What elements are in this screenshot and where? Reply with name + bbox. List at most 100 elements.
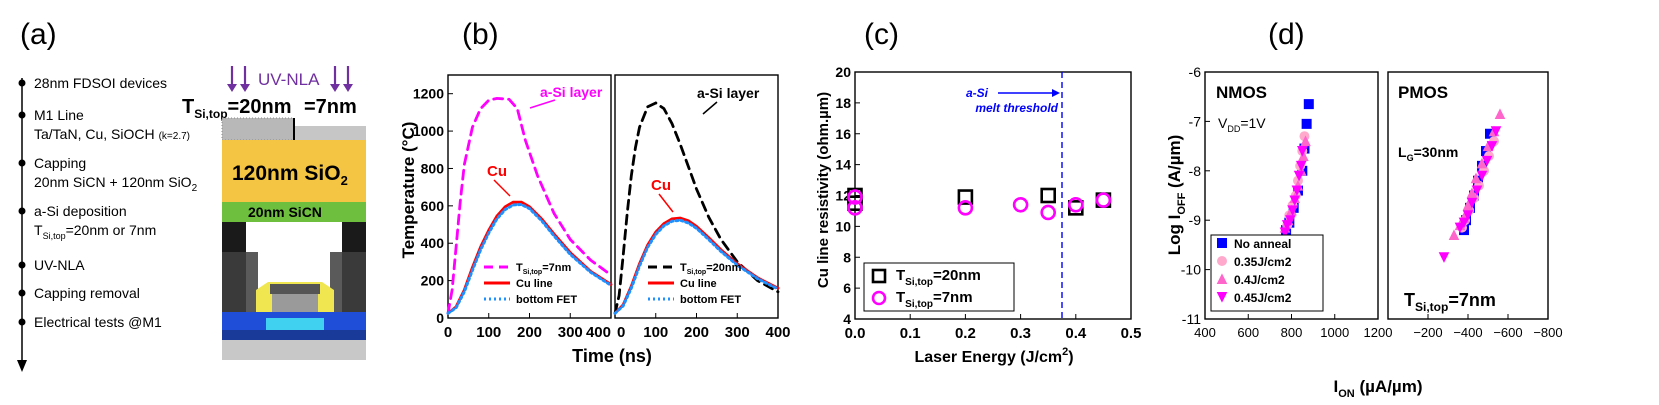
oxide-label: 120nm SiO2 bbox=[232, 162, 348, 188]
threshold-label: a-Si bbox=[966, 86, 989, 100]
annotation-asi-layer: a-Si layer bbox=[540, 84, 603, 100]
y-tick-label: 6 bbox=[843, 280, 851, 296]
device-stack: UV-NLA TSi,top=20nm =7nm 120nm SiO2 20nm… bbox=[182, 66, 366, 360]
y-tick-label: -9 bbox=[1189, 212, 1202, 228]
panel-a-letter: (a) bbox=[20, 18, 57, 51]
series-line bbox=[613, 101, 780, 315]
panel-d-pmos-plot: −200 −400 −600 −800 PMOS LG=30nm TSi,top=7nm bbox=[1387, 71, 1563, 340]
x-tick-label: 400 bbox=[586, 324, 611, 341]
sicn-label: 20nm SiCN bbox=[248, 204, 322, 220]
panel-c-xlabel: Laser Energy (J/cm2) bbox=[914, 346, 1073, 366]
panel-c-letter: (c) bbox=[864, 18, 899, 51]
legend-label: Cu line bbox=[516, 278, 553, 290]
annotation-cu: Cu bbox=[487, 163, 507, 180]
legend-label: TSi,top=20nm bbox=[896, 267, 981, 288]
process-step-dot bbox=[18, 207, 26, 215]
data-point bbox=[1291, 185, 1303, 197]
panel-d-letter: (d) bbox=[1268, 18, 1305, 51]
x-tick-label: 100 bbox=[643, 324, 668, 341]
panel-c-ylabel: Cu line resistivity (ohm.µm) bbox=[815, 92, 832, 288]
x-tick-label: −800 bbox=[1533, 325, 1562, 340]
data-point bbox=[1040, 204, 1056, 221]
x-tick-label: 0.2 bbox=[955, 325, 976, 342]
series-line bbox=[446, 96, 613, 315]
annotation-arrow bbox=[529, 99, 556, 109]
x-tick-label: 0 bbox=[617, 324, 625, 341]
data-point bbox=[1471, 185, 1483, 197]
legend-marker bbox=[1217, 238, 1227, 248]
process-flow: 28nm FDSOI devices M1 Line Ta/TaN, Cu, SiO… bbox=[17, 75, 198, 372]
x-tick-label: 600 bbox=[1237, 325, 1259, 340]
y-tick-label: -11 bbox=[1182, 311, 1201, 327]
y-tick-label: 4 bbox=[843, 311, 851, 327]
x-tick-label: −200 bbox=[1413, 325, 1442, 340]
data-point bbox=[1462, 199, 1474, 211]
panel-b-right-plot: 0 100 200 300 400 a-Si layer Cu TSi,top=20nm Cu … bbox=[613, 74, 791, 341]
legend-marker bbox=[871, 290, 887, 306]
process-step-title: Capping bbox=[34, 155, 86, 171]
panel-d-ylabel: Log IOFF (A/µm) bbox=[1165, 135, 1188, 256]
y-tick-label: 200 bbox=[421, 273, 445, 289]
x-tick-label: 1200 bbox=[1364, 325, 1393, 340]
data-point bbox=[1293, 170, 1305, 182]
data-point bbox=[1494, 108, 1506, 119]
x-tick-label: 1000 bbox=[1320, 325, 1349, 340]
legend-label: TSi,top=7nm bbox=[516, 262, 571, 276]
y-tick-label: 18 bbox=[835, 95, 851, 111]
legend-label: TSi,top=7nm bbox=[896, 289, 973, 310]
x-tick-label: 100 bbox=[476, 324, 501, 341]
y-tick-label: 0 bbox=[436, 310, 444, 326]
data-point bbox=[1298, 150, 1309, 161]
annotation-arrow bbox=[658, 193, 674, 213]
process-step-detail: TSi,top=20nm or 7nm bbox=[34, 222, 156, 241]
x-tick-label: 0 bbox=[444, 324, 452, 341]
process-step-dot bbox=[18, 159, 26, 167]
y-tick-label: 1000 bbox=[413, 123, 444, 139]
panel-b-ylabel: Temperature (°C) bbox=[399, 122, 418, 259]
y-tick-label: 10 bbox=[835, 218, 851, 234]
legend-marker bbox=[871, 268, 887, 284]
data-point bbox=[1448, 229, 1460, 241]
data-point bbox=[847, 200, 863, 216]
process-step-dot bbox=[18, 79, 26, 87]
y-tick-label: -10 bbox=[1181, 262, 1201, 278]
legend-label: No anneal bbox=[1234, 237, 1291, 251]
process-step-title: Capping removal bbox=[34, 285, 140, 301]
data-point bbox=[847, 195, 863, 212]
process-step-detail: 20nm SiCN + 120nm SiO2 bbox=[34, 174, 198, 194]
data-point bbox=[1476, 170, 1488, 182]
x-tick-label: −400 bbox=[1453, 325, 1482, 340]
x-tick-label: 200 bbox=[517, 324, 542, 341]
x-tick-label: 300 bbox=[558, 324, 583, 341]
lg-label: LG=30nm bbox=[1398, 144, 1458, 163]
x-tick-label: 0.4 bbox=[1065, 325, 1087, 342]
data-point bbox=[1454, 222, 1466, 234]
sicn-layer bbox=[222, 202, 366, 222]
data-point bbox=[1012, 196, 1029, 213]
legend-box bbox=[863, 262, 1015, 312]
x-tick-label: 0.1 bbox=[900, 325, 921, 342]
nmos-title: NMOS bbox=[1216, 83, 1267, 102]
legend-label: 0.35J/cm2 bbox=[1234, 255, 1292, 269]
y-tick-label: -7 bbox=[1189, 113, 1202, 129]
data-point bbox=[1481, 155, 1493, 167]
uv-arrows bbox=[227, 66, 353, 92]
x-tick-label: −600 bbox=[1493, 325, 1522, 340]
panel-d-xlabel: ION (µA/µm) bbox=[1334, 377, 1423, 400]
process-step-title: UV-NLA bbox=[34, 257, 85, 273]
data-point bbox=[1068, 196, 1084, 213]
y-tick-label: 16 bbox=[835, 126, 851, 142]
process-step-detail: Ta/TaN, Cu, SiOCH (k=2.7) bbox=[34, 126, 190, 142]
legend-label: bottom FET bbox=[680, 294, 741, 306]
legend-label: 0.4J/cm2 bbox=[1234, 273, 1285, 287]
x-tick-label: 200 bbox=[684, 324, 709, 341]
data-point bbox=[1438, 252, 1450, 263]
y-tick-label: 8 bbox=[843, 249, 851, 265]
process-arrow-head bbox=[17, 360, 27, 372]
legend-label: TSi,top=20nm bbox=[680, 262, 742, 276]
x-tick-label: 400 bbox=[1194, 325, 1216, 340]
data-point bbox=[1289, 195, 1301, 207]
process-step-dot bbox=[18, 318, 26, 326]
legend-label: bottom FET bbox=[516, 294, 577, 306]
